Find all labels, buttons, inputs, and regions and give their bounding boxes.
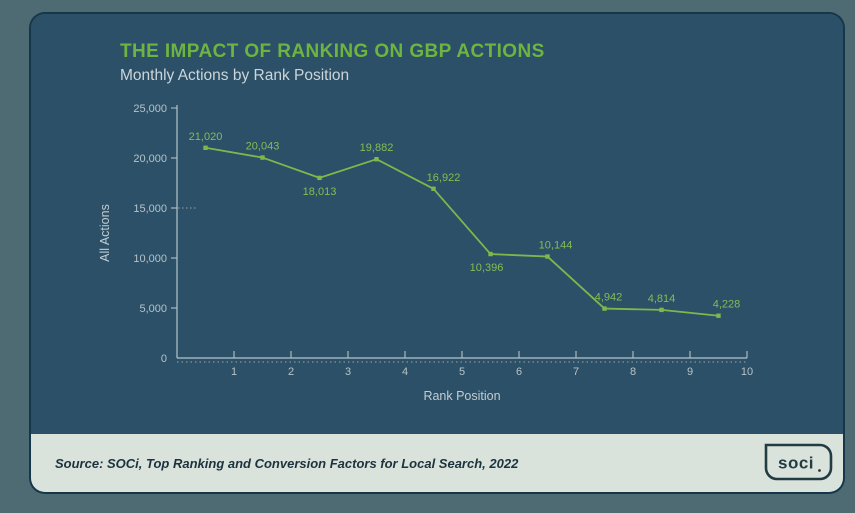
x-tick-label: 3 [345, 366, 351, 378]
chart-subtitle: Monthly Actions by Rank Position [120, 67, 350, 84]
soci-logo-bubble [764, 443, 833, 481]
soci-logo: soci [764, 443, 833, 481]
x-tick-label: 10 [741, 366, 753, 378]
data-point-label: 18,013 [303, 186, 337, 198]
data-point-marker [317, 175, 322, 181]
data-point-marker [431, 186, 436, 191]
data-point-label: 19,882 [360, 142, 394, 154]
x-tick-label: 8 [630, 366, 636, 378]
data-point-label: 10,144 [539, 240, 573, 252]
data-point-marker [488, 251, 493, 257]
data-point-label: 4,228 [713, 299, 741, 311]
x-tick-label: 6 [516, 366, 522, 378]
data-point-label: 16,922 [427, 172, 461, 184]
data-point-marker [716, 313, 721, 318]
data-point-label: 20,043 [246, 141, 280, 153]
data-point-marker [545, 254, 550, 259]
soci-logo-text: soci [778, 454, 814, 473]
y-axis-title: All Actions [98, 204, 112, 262]
data-point-marker [374, 156, 379, 162]
source-footer: Source: SOCi, Top Ranking and Conversion… [31, 434, 843, 492]
data-point-marker [602, 306, 607, 311]
x-tick-label: 1 [231, 366, 237, 378]
y-tick-label: 5,000 [139, 303, 167, 315]
data-point-label: 10,396 [470, 262, 504, 274]
data-point-label: 21,020 [189, 131, 223, 143]
data-point-marker [659, 307, 664, 313]
x-tick-label: 4 [402, 366, 408, 378]
data-point-marker [203, 145, 208, 150]
line-chart: 0 5,000 10,000 15,000 20,000 25,000 1 2 3 4 5 6 7 8 9 1… [98, 103, 753, 403]
infographic-card: THE IMPACT OF RANKING ON GBP ACTIONS Mon… [31, 14, 843, 492]
source-text: Source: SOCi, Top Ranking and Conversion… [55, 455, 519, 471]
x-tick-label: 5 [459, 366, 465, 378]
soci-logo-dot [818, 469, 821, 472]
x-tick-label: 9 [687, 366, 693, 378]
y-tick-label: 15,000 [133, 203, 167, 215]
y-tick-label: 20,000 [133, 153, 167, 165]
chart-section: THE IMPACT OF RANKING ON GBP ACTIONS Mon… [31, 14, 843, 434]
data-point-label: 4,942 [595, 292, 623, 304]
data-point-label: 4,814 [648, 293, 676, 305]
data-point-marker [260, 155, 265, 160]
y-tick-label: 10,000 [133, 253, 167, 265]
x-tick-label: 7 [573, 366, 579, 378]
data-line [205, 146, 719, 317]
x-axis-title: Rank Position [423, 389, 500, 403]
y-tick-label: 0 [161, 353, 167, 365]
x-tick-label: 2 [288, 366, 294, 378]
y-tick-label: 25,000 [133, 103, 167, 115]
chart-title: THE IMPACT OF RANKING ON GBP ACTIONS [120, 41, 545, 62]
